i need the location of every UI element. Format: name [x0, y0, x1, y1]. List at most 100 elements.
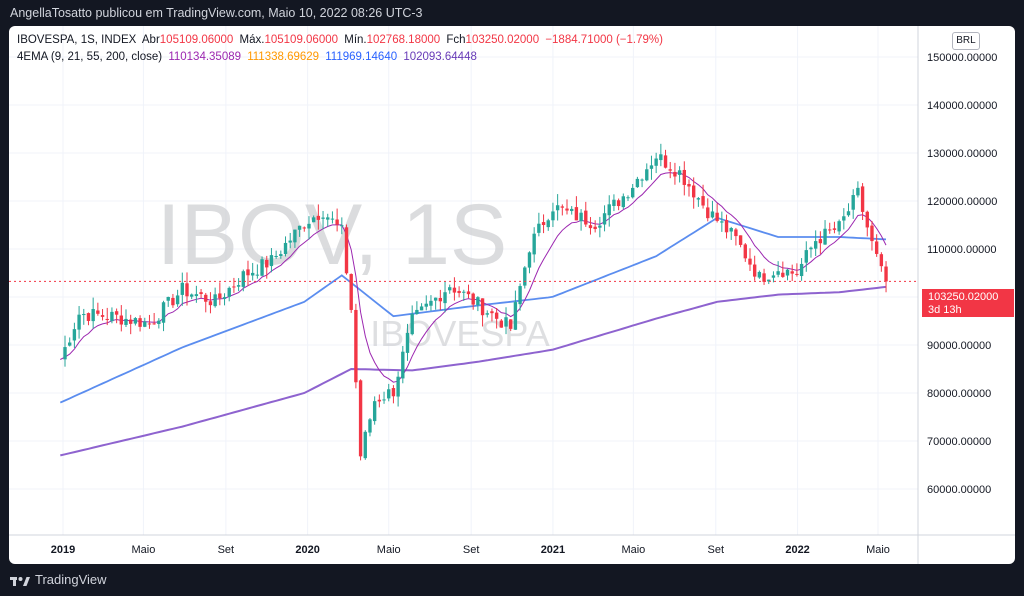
candle-body	[584, 210, 588, 225]
candle-body	[77, 314, 81, 330]
candle-body	[715, 212, 719, 221]
candle-body	[189, 294, 194, 297]
candle-body	[363, 431, 367, 459]
price-axis-label: 130000.00000	[927, 148, 997, 160]
time-axis-label: 2019	[51, 544, 75, 556]
candle-body	[560, 206, 565, 208]
low-value: 102768.18000	[366, 34, 441, 46]
candle-body	[659, 154, 663, 161]
time-axis-label: Maio	[132, 544, 156, 556]
candle-body	[734, 229, 738, 237]
price-axis-label: 120000.00000	[927, 196, 997, 208]
candle-body	[443, 292, 447, 304]
candle-body	[100, 315, 105, 317]
candle-body	[504, 317, 508, 327]
candle-body	[743, 244, 747, 259]
chart-area[interactable]: IBOV, 1S IBOVESPA 150000.00000 140000.000…	[9, 26, 1015, 564]
price-axis-label: 110000.00000	[927, 244, 997, 256]
time-axis-label: 2022	[785, 544, 809, 556]
price-axis-label: 60000.00000	[927, 484, 991, 496]
candle-body	[457, 290, 461, 294]
candle-body	[387, 389, 391, 399]
candle-body	[476, 297, 480, 306]
candle-body	[344, 227, 349, 274]
candle-body	[781, 272, 785, 277]
candle-body	[541, 222, 546, 226]
candle-body	[448, 287, 452, 291]
candle-body	[574, 207, 579, 221]
candle-body	[640, 179, 644, 181]
candle-body	[302, 227, 306, 229]
symbol-label[interactable]: IBOVESPA, 1S, INDEX	[17, 34, 137, 46]
candle-body	[372, 401, 377, 422]
price-axis[interactable]: 150000.00000 140000.00000 130000.00000 1200…	[927, 52, 997, 496]
time-axis[interactable]: 2019 Maio Set 2020 Maio Set 2021 Maio Set 2022 Mai…	[51, 544, 890, 556]
candle-body	[391, 388, 396, 397]
price-axis-label: 80000.00000	[927, 388, 991, 400]
candle-body	[673, 171, 677, 177]
candle-body	[438, 297, 443, 302]
candle-body	[518, 286, 522, 305]
candle-body	[696, 198, 701, 200]
candle-body	[91, 309, 95, 322]
candle-body	[762, 273, 766, 282]
candle-body	[494, 312, 499, 319]
candle-body	[96, 310, 100, 314]
candle-body	[143, 321, 147, 327]
candle-body	[635, 178, 640, 188]
candle-body	[785, 269, 790, 276]
candle-body	[645, 169, 649, 181]
candle-body	[180, 282, 184, 295]
candle-body	[279, 254, 283, 257]
candle-body	[321, 217, 325, 219]
candle-body	[368, 419, 372, 433]
high-label: Máx.	[239, 34, 265, 46]
candle-body	[485, 313, 489, 315]
time-axis-label: 2021	[541, 544, 565, 556]
candle-body	[799, 263, 804, 277]
candle-body	[687, 183, 691, 187]
candle-body	[232, 286, 236, 288]
candle-body	[663, 155, 668, 168]
price-axis-label: 70000.00000	[927, 436, 991, 448]
candle-body	[330, 218, 335, 220]
indicator-row: 4EMA (9, 21, 55, 200, close) 110134.3508…	[17, 49, 666, 66]
candle-body	[297, 225, 302, 230]
candle-body	[804, 250, 808, 263]
candle-body	[82, 314, 86, 316]
candle-body	[527, 252, 532, 268]
candle-body	[133, 318, 138, 324]
last-price-value: 103250.02000	[928, 291, 999, 303]
watermark-symbol: IBOV, 1S	[157, 187, 508, 283]
time-axis-label: Maio	[377, 544, 401, 556]
indicator-name[interactable]: 4EMA (9, 21, 55, 200, close)	[17, 51, 163, 63]
candle-body	[616, 200, 621, 207]
candle-body	[828, 229, 832, 231]
time-axis-label: 2020	[295, 544, 319, 556]
candle-body	[410, 313, 414, 335]
open-value: 105109.06000	[159, 34, 234, 46]
candle-body	[532, 233, 536, 255]
candle-body	[194, 294, 199, 297]
candle-body	[874, 241, 879, 254]
candle-body	[208, 301, 213, 306]
ema9-value: 110134.35089	[168, 51, 242, 63]
tradingview-logo-icon	[10, 576, 30, 586]
candle-body	[767, 279, 771, 282]
candle-body	[433, 297, 438, 301]
candle-body	[269, 255, 274, 267]
candle-body	[124, 318, 128, 325]
currency-badge[interactable]: BRL	[952, 32, 980, 50]
candle-body	[86, 313, 91, 321]
candle-body	[480, 298, 485, 316]
candle-body	[748, 258, 752, 265]
close-label: Fch	[446, 34, 466, 46]
candle-body	[551, 211, 555, 221]
candle-body	[523, 267, 527, 286]
price-chart[interactable]: IBOV, 1S IBOVESPA 150000.00000 140000.000…	[9, 26, 1015, 564]
candle-body	[490, 311, 494, 314]
candle-body	[354, 309, 358, 383]
publisher-bar: AngellaTosatto publicou em TradingView.c…	[0, 0, 1024, 26]
low-label: Mín.	[344, 34, 367, 46]
candle-body	[316, 215, 321, 220]
